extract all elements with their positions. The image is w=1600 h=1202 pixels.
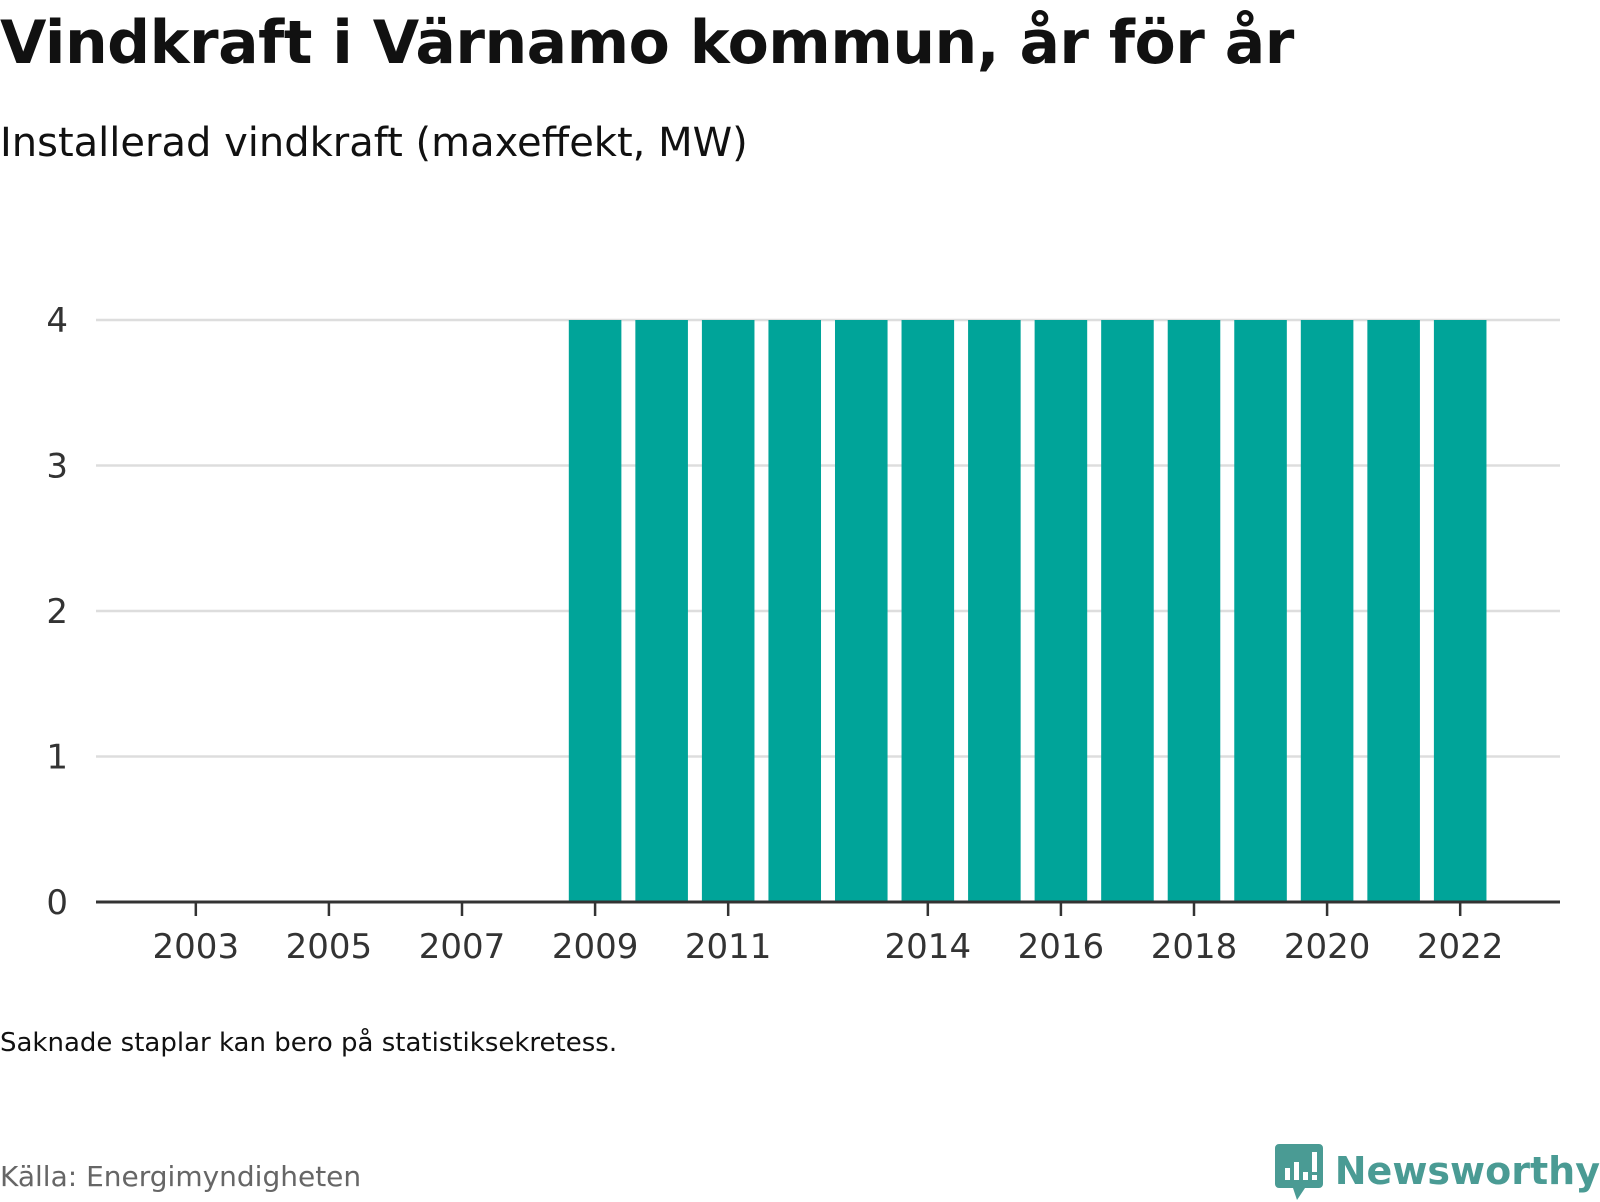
x-tick-label: 2018 [1151,927,1238,967]
footnote: Saknade staplar kan bero på statistiksek… [0,1028,618,1058]
y-tick-label: 1 [46,738,68,778]
chart-subtitle: Installerad vindkraft (maxeffekt, MW) [0,120,748,166]
newsworthy-logo: Newsworthy [1273,1140,1600,1202]
x-axis-labels: 2003 2005 2007 2009 2011 2014 2016 2018 2020 2022 [153,927,1504,967]
bar-2011 [701,320,755,902]
chart-bubble-icon [1274,1144,1323,1200]
bar-2012 [768,320,822,902]
bar-series [568,320,1487,902]
y-tick-label: 2 [46,592,68,632]
bar-2014 [901,320,955,902]
x-tick-label: 2020 [1284,927,1371,967]
x-tick-label: 2016 [1018,927,1105,967]
bar-2017 [1101,320,1154,902]
bar-2015 [968,320,1021,902]
source-text: Källa: Energimyndigheten [0,1160,362,1193]
bar-2021 [1367,320,1420,902]
bar-2022 [1433,320,1487,902]
bar-2009 [568,320,622,902]
bar-2010 [635,320,688,902]
bar-2018 [1167,320,1221,902]
x-axis [96,900,1560,916]
x-tick-label: 2007 [419,927,506,967]
x-tick-label: 2005 [286,927,373,967]
y-tick-label: 0 [46,883,68,923]
chart-title: Vindkraft i Värnamo kommun, år för år [0,8,1294,78]
brand-name: Newsworthy [1334,1149,1600,1193]
x-tick-label: 2003 [153,927,240,967]
bar-2019 [1234,320,1287,902]
x-tick-label: 2011 [685,927,772,967]
bar-2013 [834,320,888,902]
y-tick-label: 4 [46,301,68,341]
y-tick-label: 3 [46,447,68,487]
x-tick-label: 2009 [552,927,639,967]
bar-2020 [1300,320,1354,902]
bar-2016 [1034,320,1088,902]
y-axis-labels: 0 1 2 3 4 [46,301,68,923]
x-tick-label: 2014 [885,927,972,967]
x-tick-label: 2022 [1417,927,1504,967]
